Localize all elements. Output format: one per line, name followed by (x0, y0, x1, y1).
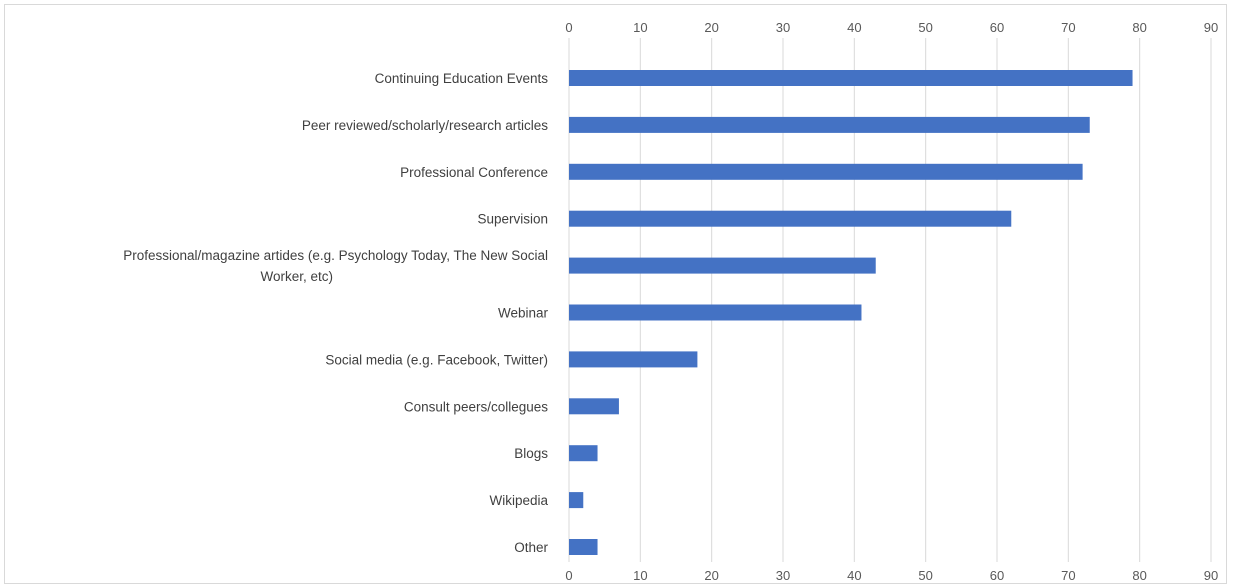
tick-label-bottom-40: 40 (847, 568, 861, 583)
category-label-line: Webinar (498, 306, 549, 321)
tick-label-bottom-80: 80 (1132, 568, 1146, 583)
tick-label-top-50: 50 (918, 20, 932, 35)
bar-continuing-education-events (569, 70, 1133, 86)
bar-wikipedia (569, 492, 584, 509)
tick-label-bottom-30: 30 (776, 568, 790, 583)
category-label: Supervision (477, 212, 548, 227)
category-label-line: Professional Conference (400, 165, 548, 180)
tick-label-top-30: 30 (776, 20, 790, 35)
category-label-line: Continuing Education Events (375, 71, 549, 86)
tick-label-bottom-0: 0 (565, 568, 572, 583)
tick-label-top-20: 20 (704, 20, 718, 35)
chart-frame (4, 4, 1227, 584)
tick-label-top-90: 90 (1204, 20, 1218, 35)
bar-blogs (569, 445, 598, 462)
bar-professional-conference (569, 163, 1083, 180)
top-tick-labels: 0 10 20 30 40 50 60 70 80 90 (565, 20, 1218, 35)
category-label-line: Professional/magazine artides (e.g. Psyc… (123, 248, 548, 263)
tick-label-top-10: 10 (633, 20, 647, 35)
category-label: Peer reviewed/scholarly/research article… (302, 118, 548, 133)
category-label: Continuing Education Events (375, 71, 549, 86)
category-label: Other (514, 540, 548, 555)
bar-peer-reviewed-scholarly-research-articles (569, 116, 1090, 133)
category-label: Blogs (514, 446, 548, 461)
bar-other (569, 539, 598, 555)
bar-consult-peers-collegues (569, 398, 619, 415)
tick-label-bottom-50: 50 (918, 568, 932, 583)
bar-professional-magazine-artides-e-g-psychology-today-the-new-social-worker-etc (569, 257, 876, 274)
gridlines (568, 38, 1212, 562)
tick-label-top-80: 80 (1132, 20, 1146, 35)
category-label: Social media (e.g. Facebook, Twitter) (325, 352, 548, 367)
category-label-line: Worker, etc) (260, 269, 333, 284)
category-label: Professional Conference (400, 165, 548, 180)
tick-label-bottom-20: 20 (704, 568, 718, 583)
category-label-line: Peer reviewed/scholarly/research article… (302, 118, 548, 133)
category-label-line: Other (514, 540, 548, 555)
category-label-line: Wikipedia (489, 493, 548, 508)
bar-webinar (569, 304, 862, 321)
tick-label-top-60: 60 (990, 20, 1004, 35)
category-labels: Continuing Education Events Peer reviewed… (123, 71, 548, 555)
tick-label-bottom-10: 10 (633, 568, 647, 583)
category-label-line: Supervision (477, 212, 548, 227)
tick-label-bottom-60: 60 (990, 568, 1004, 583)
bar-social-media-e-g-facebook-twitter (569, 351, 698, 368)
tick-label-bottom-70: 70 (1061, 568, 1075, 583)
category-label-line: Blogs (514, 446, 548, 461)
tick-label-top-70: 70 (1061, 20, 1075, 35)
bar-supervision (569, 210, 1012, 227)
category-label-line: Consult peers/collegues (404, 399, 548, 414)
bars (569, 70, 1133, 555)
category-label: Webinar (498, 306, 549, 321)
category-label: Wikipedia (489, 493, 548, 508)
bottom-tick-labels: 0 10 20 30 40 50 60 70 80 90 (565, 568, 1218, 583)
tick-label-top-40: 40 (847, 20, 861, 35)
tick-label-top-0: 0 (565, 20, 572, 35)
category-label-line: Social media (e.g. Facebook, Twitter) (325, 352, 548, 367)
category-label: Professional/magazine artides (e.g. Psyc… (123, 248, 548, 284)
category-label: Consult peers/collegues (404, 399, 548, 414)
tick-label-bottom-90: 90 (1204, 568, 1218, 583)
